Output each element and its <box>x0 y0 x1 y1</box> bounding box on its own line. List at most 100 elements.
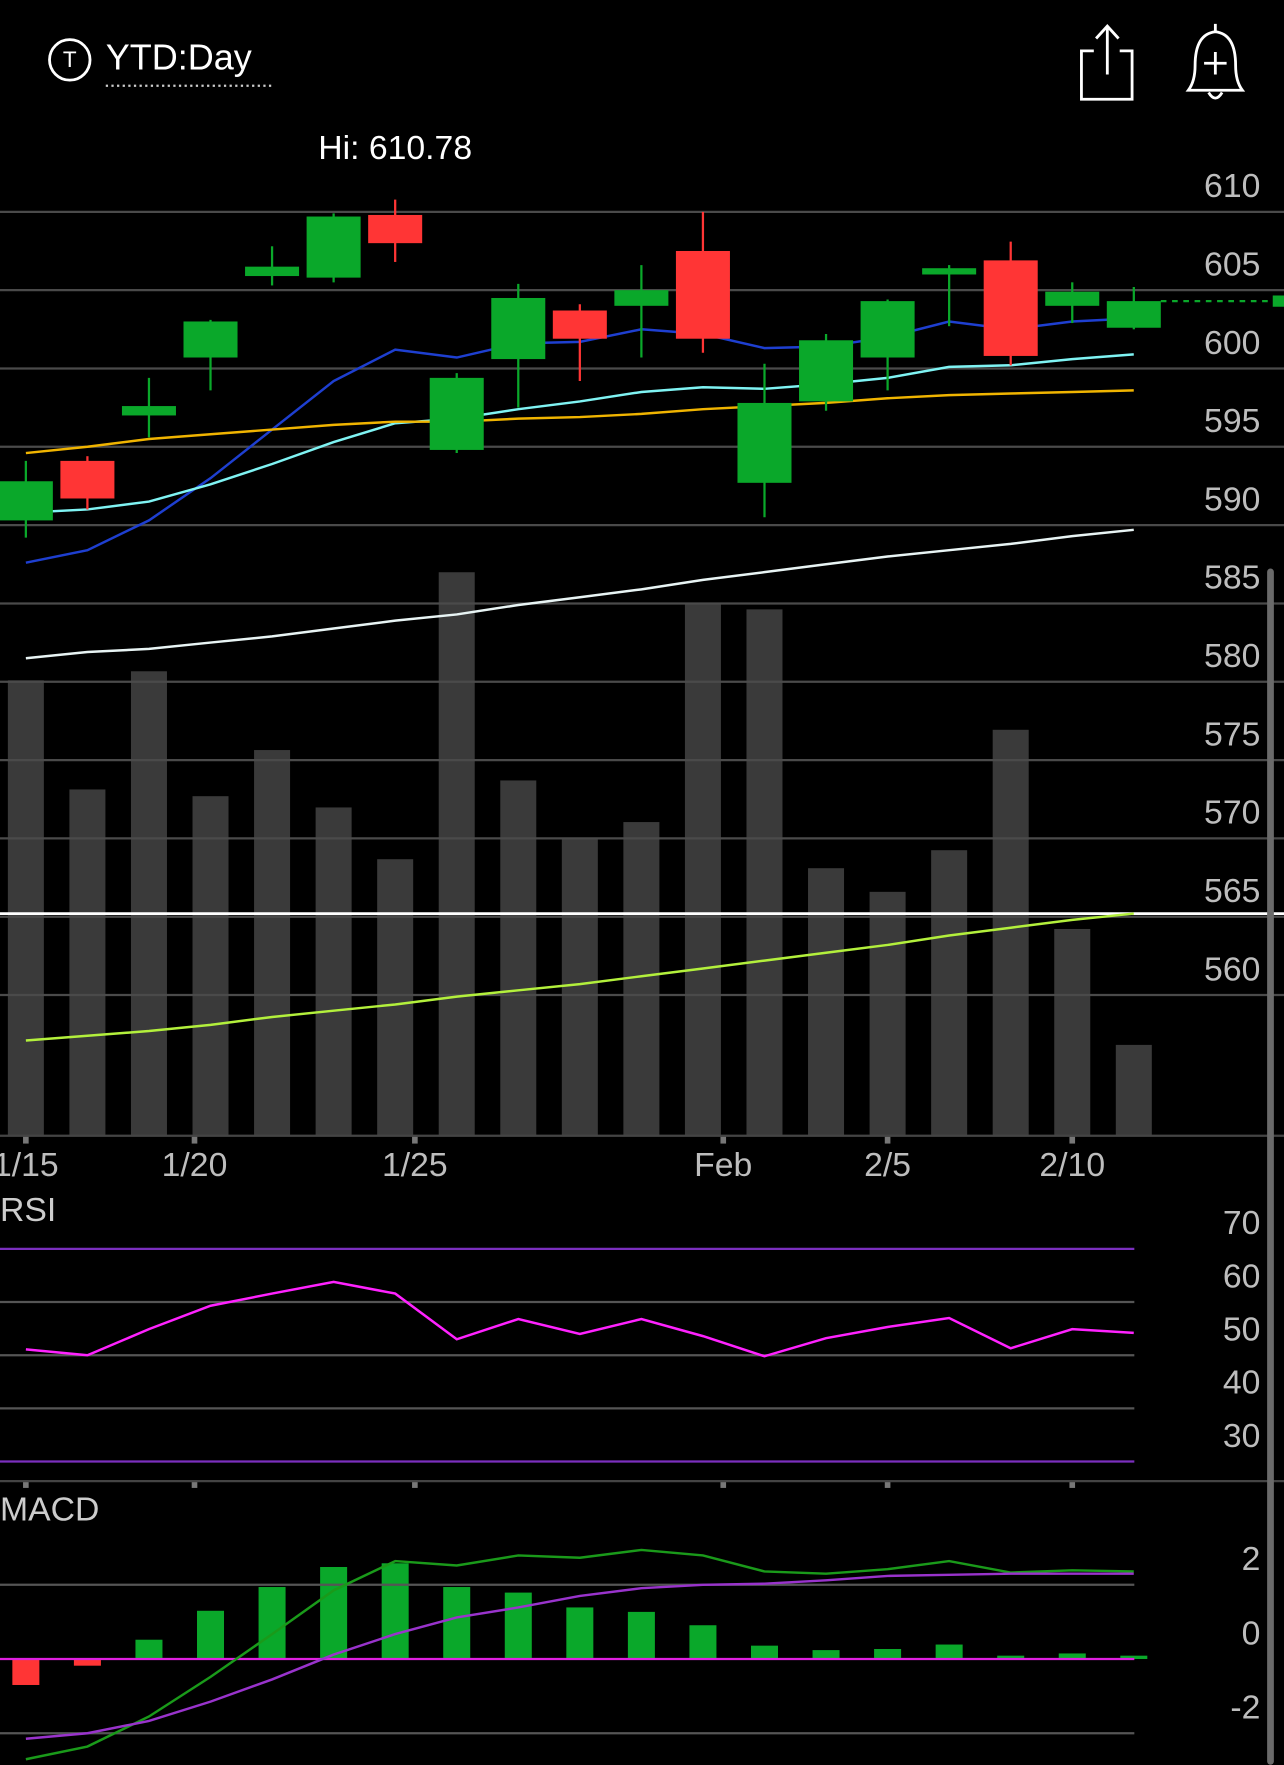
histogram-bar <box>197 1610 225 1660</box>
indicator-line <box>25 528 1134 660</box>
y-tick-label: 605 <box>1204 245 1260 283</box>
candle-body <box>368 214 423 244</box>
histogram-bar <box>320 1566 348 1660</box>
high-label: Hi: 610.78 <box>318 129 472 167</box>
volume-bar <box>7 680 44 1137</box>
volume-bar <box>561 838 598 1137</box>
volume-bar <box>315 807 352 1137</box>
histogram-bar <box>935 1644 963 1660</box>
x-tick-label: 1/20 <box>162 1146 228 1184</box>
x-tick-label: 2/10 <box>1039 1146 1105 1184</box>
volume-bar <box>808 868 845 1137</box>
candle-body <box>121 406 176 416</box>
y-tick-label: 575 <box>1204 715 1260 753</box>
histogram-bar <box>258 1587 286 1660</box>
histogram-bar <box>627 1611 655 1660</box>
volume-bar <box>254 750 291 1137</box>
volume-bar <box>1115 1044 1152 1137</box>
histogram-bar <box>381 1563 409 1660</box>
histogram-bar <box>750 1645 778 1660</box>
histogram-bar <box>12 1659 40 1685</box>
candle-body <box>1045 291 1100 306</box>
volume-bar <box>623 822 660 1137</box>
y-tick-label: 560 <box>1204 950 1260 988</box>
y-tick-label: 600 <box>1204 324 1260 362</box>
last-price-marker <box>1272 295 1284 307</box>
histogram-bar <box>504 1592 532 1660</box>
candle-body <box>799 340 854 402</box>
indicator-line <box>25 1280 1134 1358</box>
y-tick-label: 70 <box>1223 1204 1261 1242</box>
y-tick-label: 40 <box>1223 1364 1261 1402</box>
indicator-line <box>25 1572 1134 1740</box>
histogram-bar <box>135 1639 163 1660</box>
bell-clapper <box>1207 91 1224 100</box>
volume-bar <box>69 789 106 1137</box>
histogram-bar <box>73 1659 101 1666</box>
bell <box>1185 30 1246 92</box>
volume-bar <box>500 780 537 1137</box>
volume-bar <box>992 729 1029 1137</box>
ticker-icon <box>48 38 92 82</box>
panel-title: MACD <box>0 1490 99 1528</box>
y-tick-label: 580 <box>1204 637 1260 675</box>
volume-bar <box>869 891 906 1137</box>
candle-body <box>552 310 607 339</box>
y-tick-label: 2 <box>1242 1540 1261 1578</box>
share-button[interactable] <box>1080 24 1134 101</box>
timeframe-label: YTD:Day <box>106 36 252 77</box>
histogram-bar <box>1058 1653 1086 1660</box>
volume-bar <box>192 796 229 1137</box>
y-tick-label: 565 <box>1204 872 1260 910</box>
candle-body <box>491 297 546 360</box>
scrollbar <box>1267 568 1274 1765</box>
histogram-bar <box>997 1655 1025 1660</box>
volume-bar <box>130 671 167 1137</box>
alert-button[interactable] <box>1185 23 1246 100</box>
bell-plus <box>1204 23 1227 75</box>
x-tick-label: 2/5 <box>864 1146 911 1184</box>
x-tick-label: 1/15 <box>0 1146 59 1184</box>
y-tick-label: 595 <box>1204 402 1260 440</box>
volume-bar <box>746 609 783 1137</box>
y-tick-label: 590 <box>1204 480 1260 518</box>
ticker-icon-letter: T <box>63 47 77 72</box>
candle-body <box>60 460 115 499</box>
y-tick-label: 60 <box>1223 1257 1261 1295</box>
share-arrow <box>1095 24 1120 75</box>
y-tick-label: 30 <box>1223 1417 1261 1455</box>
y-tick-label: 0 <box>1242 1614 1261 1652</box>
y-tick-label: 585 <box>1204 559 1260 597</box>
histogram-bar <box>1120 1655 1148 1660</box>
histogram-bar <box>443 1587 471 1660</box>
timeframe-selector[interactable]: T YTD:Day <box>48 36 275 87</box>
histogram-bar <box>874 1648 902 1660</box>
volume-bar <box>438 572 475 1137</box>
volume-bar <box>931 850 968 1137</box>
histogram-bar <box>566 1607 594 1660</box>
x-tick-label: 1/25 <box>382 1146 448 1184</box>
y-tick-label: 610 <box>1204 167 1260 205</box>
panel-title: RSI <box>0 1191 56 1229</box>
candle-body <box>429 377 484 450</box>
candle-body <box>860 301 915 358</box>
x-tick-label: Feb <box>694 1146 752 1184</box>
candle-body <box>1106 301 1161 328</box>
histogram-bar <box>689 1625 717 1660</box>
volume-bar <box>377 859 414 1137</box>
indicator-line <box>25 912 1134 1042</box>
volume-bar <box>684 602 721 1137</box>
y-tick-label: 570 <box>1204 794 1260 832</box>
candle-body <box>245 266 300 277</box>
indicator-line <box>25 1548 1134 1761</box>
candle-body <box>306 216 361 278</box>
indicator-line <box>25 353 1134 514</box>
candle-body <box>0 481 53 521</box>
candle-body <box>675 250 730 339</box>
y-tick-label: 50 <box>1223 1310 1261 1348</box>
candle-body <box>737 402 792 483</box>
share-box <box>1080 49 1134 101</box>
candle-body <box>922 268 977 275</box>
candle-body <box>614 290 669 306</box>
